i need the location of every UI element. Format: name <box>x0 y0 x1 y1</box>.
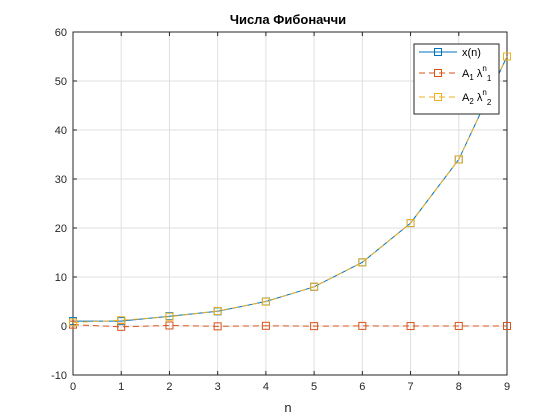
y-tick-label: 20 <box>55 223 67 235</box>
x-tick-label: 7 <box>407 381 413 393</box>
legend-box <box>413 43 500 115</box>
x-tick-label: 8 <box>456 381 462 393</box>
data-point <box>165 312 174 321</box>
y-tick-label: 60 <box>55 27 67 39</box>
data-point <box>406 322 415 331</box>
x-tick-label: 3 <box>215 381 221 393</box>
x-tick-label: 4 <box>263 381 269 393</box>
data-point <box>261 321 270 330</box>
y-tick-label: 30 <box>55 174 67 186</box>
data-point <box>165 321 174 330</box>
x-tick-label: 6 <box>359 381 365 393</box>
legend-label: A1 λn1 <box>462 64 492 83</box>
series-line <box>72 324 508 328</box>
series-line <box>72 56 508 323</box>
data-point <box>358 321 367 330</box>
legend-marker <box>434 93 442 101</box>
chart-title: Числа Фибоначчи <box>230 12 346 27</box>
y-tick-label: 0 <box>61 321 67 333</box>
data-point <box>310 322 319 331</box>
data-point <box>503 322 511 330</box>
axes <box>72 31 508 376</box>
series-1 <box>69 320 511 331</box>
data-point <box>454 155 463 164</box>
data-point <box>406 219 415 228</box>
y-tick-label: 40 <box>55 125 67 137</box>
y-tick-label: 50 <box>55 76 67 88</box>
data-point <box>213 322 222 331</box>
legend-marker <box>434 69 442 77</box>
y-tick-label: -10 <box>51 370 67 382</box>
data-point <box>117 316 126 325</box>
data-point <box>261 297 270 306</box>
plot-series <box>69 52 511 331</box>
data-point <box>358 258 367 267</box>
series-2 <box>69 52 511 327</box>
x-tick-label: 5 <box>311 381 317 393</box>
data-point <box>454 321 463 330</box>
x-tick-label: 9 <box>504 381 510 393</box>
x-tick-label: 2 <box>166 381 172 393</box>
legend-label: A2 λn2 <box>462 88 492 107</box>
x-tick-label: 0 <box>70 381 76 393</box>
data-point <box>503 52 511 61</box>
x-axis-label: n <box>284 400 291 415</box>
axes-box <box>72 31 508 376</box>
legend: x(n) A1 λn1 A2 λn2 <box>413 43 500 115</box>
y-tick-label: 10 <box>55 272 67 284</box>
data-point <box>213 306 222 315</box>
x-tick-label: 1 <box>118 381 124 393</box>
legend-marker <box>434 48 442 56</box>
data-point <box>69 318 77 327</box>
legend-label: x(n) <box>462 47 481 59</box>
data-point <box>310 282 319 291</box>
